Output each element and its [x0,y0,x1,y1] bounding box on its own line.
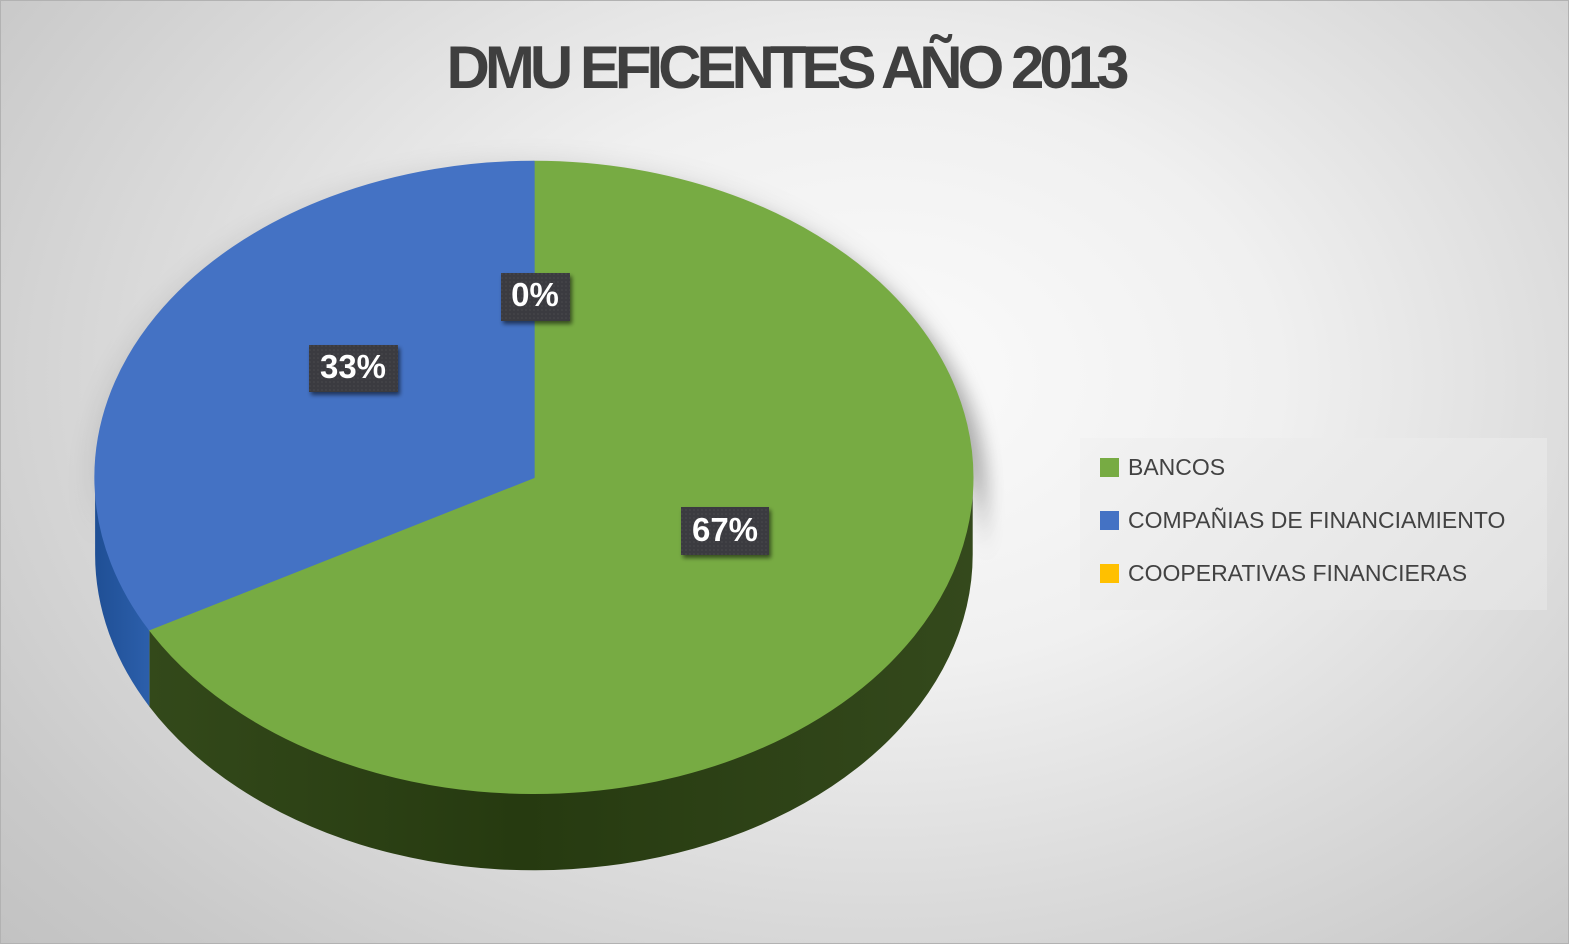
svg-text:0%: 0% [511,276,559,313]
svg-text:67%: 67% [692,511,758,548]
svg-text:33%: 33% [320,348,386,385]
